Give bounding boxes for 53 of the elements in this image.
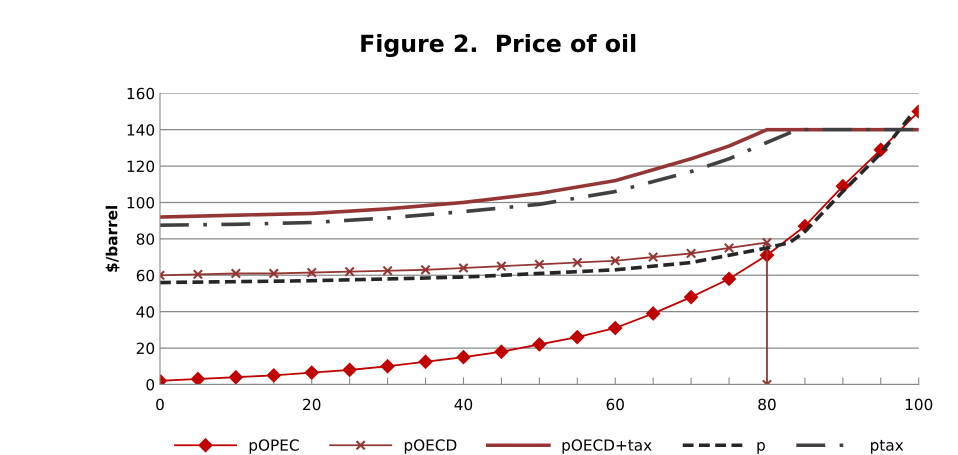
point <box>382 266 393 276</box>
legend-label: p <box>757 442 765 454</box>
point <box>496 260 507 272</box>
point <box>228 370 243 384</box>
point <box>684 290 698 304</box>
y-tick-label: 100 <box>128 196 154 208</box>
x-tick-label: 80 <box>758 398 776 410</box>
point <box>646 306 660 320</box>
legend-label: pOECD <box>404 439 456 454</box>
x-tick-label: 100 <box>906 398 932 410</box>
point <box>344 266 355 277</box>
point <box>192 269 204 280</box>
x-tick-label: 40 <box>454 398 472 410</box>
y-tick-label: 120 <box>128 160 154 172</box>
point <box>608 321 622 335</box>
point <box>380 359 395 374</box>
x-tick-label: 60 <box>606 398 624 410</box>
point <box>534 259 545 270</box>
point <box>610 256 620 266</box>
point <box>266 368 281 382</box>
point <box>342 362 357 377</box>
point <box>230 268 242 279</box>
y-axis-title: $/barrel <box>106 206 120 272</box>
point <box>458 262 469 274</box>
legend-label: pOECD+tax <box>562 439 652 454</box>
point <box>532 337 546 352</box>
y-tick-label: 80 <box>136 233 154 245</box>
point <box>494 344 508 359</box>
legend-label: pOPEC <box>250 439 299 454</box>
point <box>570 330 584 344</box>
x-tick-label: 20 <box>303 398 320 410</box>
point <box>306 267 317 278</box>
point <box>456 350 470 364</box>
point <box>724 242 734 254</box>
y-tick-label: 60 <box>136 270 154 282</box>
y-tick-label: 160 <box>128 88 154 100</box>
y-tick-label: 0 <box>146 378 154 390</box>
point <box>420 264 431 276</box>
legend-label: ptax <box>871 440 904 454</box>
point <box>722 272 736 286</box>
point <box>418 354 432 369</box>
x-tick-label: 0 <box>156 398 164 410</box>
point <box>686 248 696 259</box>
point <box>190 372 205 384</box>
y-tick-label: 140 <box>128 124 154 136</box>
y-tick-label: 20 <box>136 342 154 354</box>
chart-title: Figure 2. Price of oil <box>361 34 636 58</box>
point <box>304 366 319 380</box>
point <box>762 237 772 248</box>
point <box>572 257 582 268</box>
y-tick-label: 40 <box>136 306 154 318</box>
point <box>268 268 280 279</box>
point <box>648 252 658 262</box>
